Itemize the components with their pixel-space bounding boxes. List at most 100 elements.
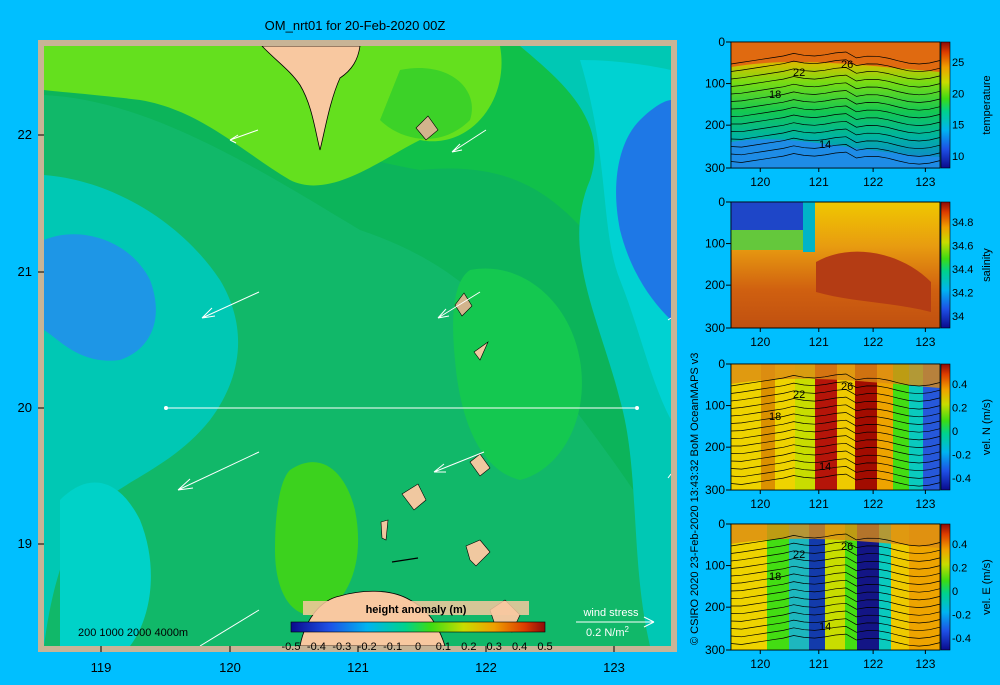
velocity-band	[789, 524, 809, 650]
isotherm-line	[731, 595, 941, 608]
panel-lon-tick-label: 120	[750, 335, 770, 349]
island	[473, 341, 489, 361]
southern-green-patch	[275, 462, 359, 616]
isotherm-line	[730, 466, 941, 479]
island	[380, 519, 389, 541]
colorbar-tick-label: 0.4	[512, 641, 527, 653]
isotherm-line	[730, 564, 941, 578]
contour-label: 26	[841, 381, 853, 393]
panel-lon-tick-label: 120	[750, 657, 770, 671]
height-anomaly-colorbar: height anomaly (m) -0.5 -0.4 -0.3 -0.2 -0.1 0…	[282, 601, 553, 653]
panel-colorbar-tick: 0.2	[952, 563, 967, 575]
isotherm-line	[730, 404, 941, 418]
colorbar-tick-label: -0.5	[282, 641, 301, 653]
colorbar-label: height anomaly (m)	[366, 604, 467, 616]
lon-tick-label: 122	[475, 660, 497, 675]
depth-legend: 200 1000 2000 4000m	[78, 627, 188, 639]
depth-tick-label: 300	[705, 321, 725, 335]
low-salinity-patch	[731, 230, 803, 250]
colorbar-tick-label: -0.3	[332, 641, 351, 653]
panel-colorbar-tick: 0	[952, 426, 958, 438]
lat-tick-label: 21	[18, 264, 32, 279]
panel-lon-tick-label: 122	[863, 175, 883, 189]
panel-colorbar-tick: 34.2	[952, 288, 973, 300]
isotherm-line	[731, 113, 941, 126]
depth-tick-label: 0	[718, 357, 725, 371]
fresh-surface-patch	[731, 202, 803, 230]
cold-deep-layer	[731, 139, 940, 168]
panel-lon-tick-label: 121	[809, 335, 829, 349]
panel-border	[730, 523, 941, 651]
contour-label: 14	[819, 139, 831, 151]
isotherm-line	[730, 633, 941, 647]
panel-border	[730, 201, 941, 329]
isotherm-line	[730, 120, 941, 134]
height-anomaly-map: 200 1000 2000 4000m wind stress 0.2 N/m2	[44, 46, 671, 646]
isotherm-line	[730, 105, 941, 119]
colorbar-tick-label: 0	[415, 641, 421, 653]
isotherm-line	[730, 136, 941, 150]
colorbar-tick-label: 0.5	[537, 641, 552, 653]
isotherm-line	[730, 128, 941, 142]
isotherm-line	[730, 473, 941, 487]
velocity-band	[825, 524, 845, 650]
map-latitude-ticks: 22 21 20 19	[18, 127, 44, 551]
panel-variable-label: temperature	[981, 75, 993, 134]
island	[391, 557, 419, 563]
lon-tick-label: 119	[91, 660, 112, 675]
colorbar-tick-label: 0.2	[461, 641, 476, 653]
isotherm-line	[730, 541, 941, 555]
isotherm-line	[731, 435, 941, 448]
panel-colorbar-tick: -0.4	[952, 633, 971, 645]
depth-tick-label: 200	[705, 278, 725, 292]
panel-colorbar-tick: -0.2	[952, 450, 971, 462]
western-cyan-south	[60, 482, 151, 646]
contour-label: 18	[769, 89, 781, 101]
velocity-band	[893, 364, 909, 490]
colorbar-tick-label: -0.1	[383, 641, 402, 653]
surface-layer	[731, 524, 940, 548]
island	[415, 115, 439, 141]
panel-vel_e: 26 22 18 14 0 100 200 300 120 121 122 123 0.4 0.2 0 -0.…	[705, 517, 993, 671]
panel-lon-tick-label: 122	[863, 497, 883, 511]
isotherm-line	[730, 151, 941, 165]
northern-bright-green	[44, 46, 502, 186]
isotherm-line	[730, 587, 941, 601]
isotherm-line	[730, 389, 941, 402]
wind-stress-value: 0.2 N/m2	[586, 625, 630, 639]
panel-colorbar	[940, 41, 951, 169]
panel-colorbar-tick: 34.6	[952, 241, 973, 253]
isotherm-line	[730, 90, 941, 103]
isotherm-line	[730, 82, 941, 96]
panel-lon-tick-label: 123	[915, 657, 935, 671]
panel-colorbar-tick: 0.4	[952, 379, 967, 391]
contour-label: 14	[819, 621, 831, 633]
lon-tick-label: 121	[347, 660, 369, 675]
isotherm-line	[730, 373, 941, 387]
northern-green-patch	[380, 68, 472, 139]
panel-lon-tick-label: 123	[915, 175, 935, 189]
panel-temperature: 26 22 18 14 0 100 200 300 120 121 122 123 25 20 15 10 te…	[705, 35, 993, 189]
colorbar-gradient	[290, 621, 546, 633]
velocity-band	[855, 364, 877, 490]
velocity-band	[809, 524, 825, 650]
depth-tick-label: 0	[718, 517, 725, 531]
colorbar-ticks: -0.5 -0.4 -0.3 -0.2 -0.1 0 0.1 0.2 0.3 0.4 0.5	[282, 641, 553, 653]
isotherm-line	[730, 610, 941, 624]
western-blue-eddy	[44, 234, 156, 361]
surface-layer	[731, 364, 940, 388]
panel-colorbar-tick: 0.2	[952, 403, 967, 415]
isotherm-line	[730, 381, 941, 395]
velocity-band	[837, 364, 855, 490]
wind-stress-legend: wind stress 0.2 N/m2	[576, 607, 655, 639]
velocity-band	[795, 364, 815, 490]
contour-label: 22	[793, 67, 805, 79]
lat-tick-label: 19	[18, 536, 32, 551]
contour-label: 18	[769, 411, 781, 423]
isotherm-line	[730, 396, 941, 410]
velocity-band	[767, 524, 789, 650]
isotherm-line	[730, 556, 941, 570]
colorbar-tick-label: 0.1	[436, 641, 451, 653]
contour-label: 22	[793, 389, 805, 401]
depth-tick-label: 100	[705, 77, 725, 91]
